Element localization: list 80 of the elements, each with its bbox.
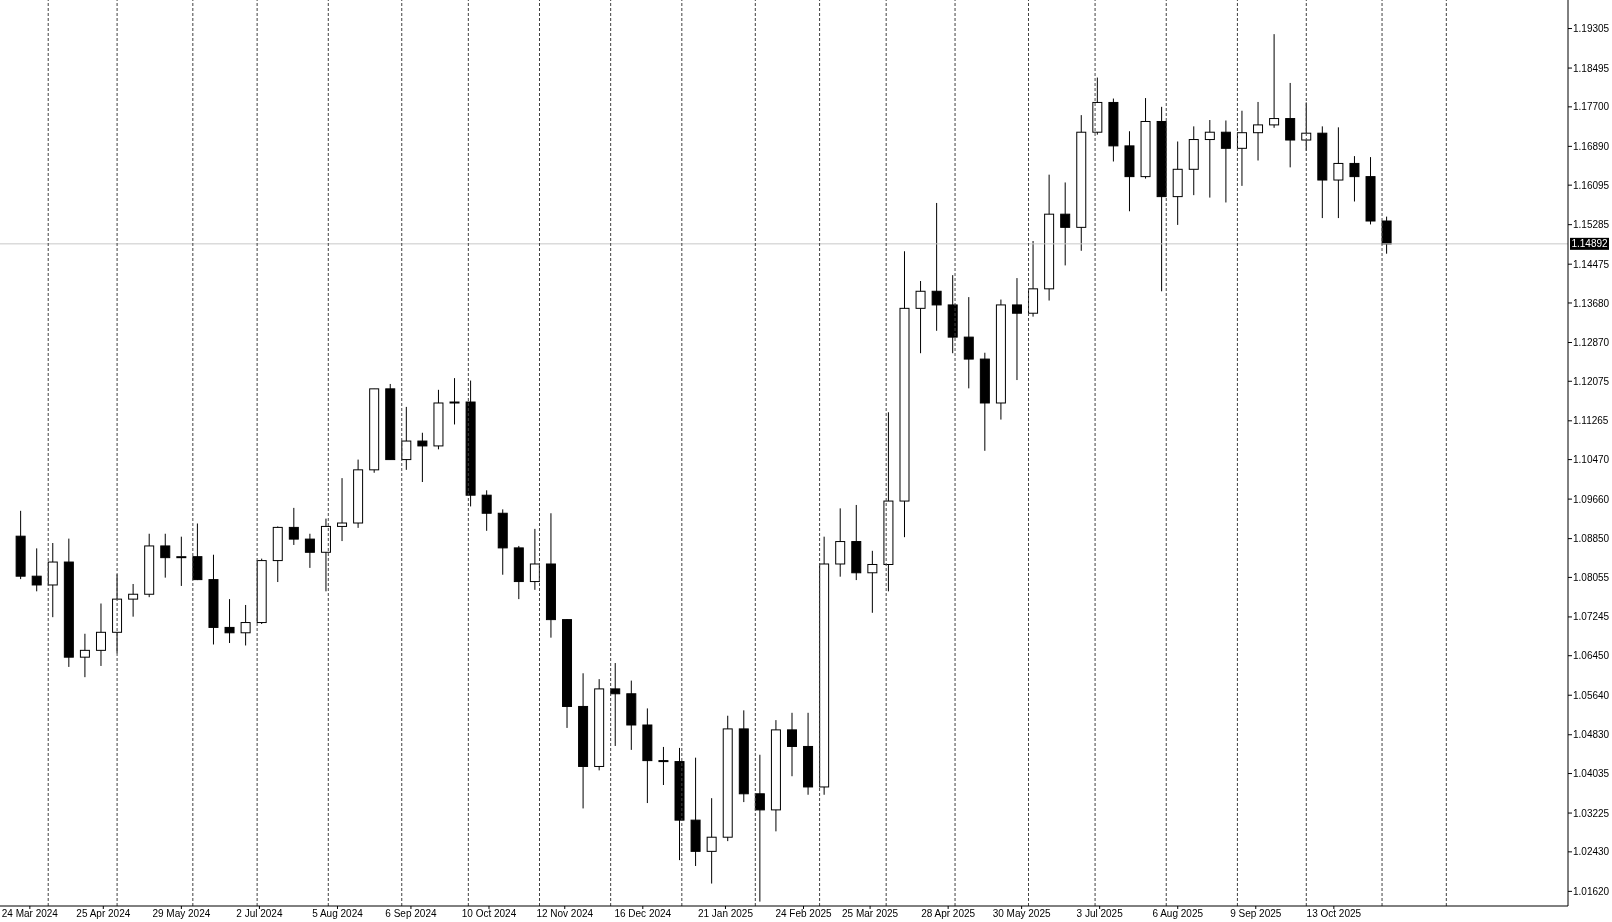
y-tick-label: 1.15285	[1573, 219, 1610, 231]
candlestick	[31, 547, 42, 592]
y-tick-label: 1.01620	[1573, 885, 1610, 897]
x-tick-label: 6 Sep 2024	[385, 908, 437, 920]
candlestick	[176, 536, 187, 587]
y-tick-label: 1.07245	[1573, 611, 1610, 623]
y-tick-label: 1.12870	[1573, 337, 1610, 349]
x-tick-label: 24 Feb 2025	[775, 908, 833, 920]
candlestick	[47, 542, 58, 618]
y-tick-label: 1.09660	[1573, 493, 1610, 505]
x-tick-label: 5 Aug 2024	[312, 908, 364, 920]
y-tick-label: 1.19305	[1573, 23, 1610, 35]
y-tick-label: 1.06450	[1573, 650, 1610, 662]
candlestick	[963, 296, 974, 389]
candlestick	[754, 754, 765, 903]
x-tick-label: 16 Dec 2024	[614, 908, 672, 920]
candlestick	[1333, 126, 1344, 219]
candlestick	[931, 202, 942, 332]
x-tick-label: 21 Jan 2025	[697, 908, 754, 920]
candlestick	[835, 507, 846, 578]
candlestick	[1236, 110, 1247, 187]
candlestick	[95, 603, 106, 667]
candlestick	[288, 507, 299, 546]
y-tick-label: 1.08850	[1573, 533, 1610, 545]
candlestick	[529, 528, 540, 591]
candlestick	[706, 797, 717, 885]
candlestick	[192, 523, 203, 581]
x-tick-label: 29 May 2024	[152, 908, 211, 920]
x-tick-label: 3 Jul 2025	[1076, 908, 1124, 920]
x-tick-label: 2 Jul 2024	[236, 908, 283, 920]
y-tick-label: 1.10470	[1573, 454, 1610, 466]
y-tick-label: 1.16095	[1573, 179, 1610, 191]
y-tick-label: 1.02430	[1573, 846, 1610, 858]
y-tick-label: 1.03225	[1573, 807, 1610, 819]
candlestick	[160, 533, 171, 579]
candlestick	[481, 489, 492, 532]
candlestick	[337, 477, 348, 542]
candlestick	[610, 662, 621, 747]
candlestick	[240, 604, 251, 646]
candlestick	[1011, 277, 1022, 381]
candlestick	[401, 406, 412, 471]
y-tick-label: 1.08055	[1573, 571, 1610, 583]
candlestick	[1381, 216, 1392, 255]
candlestick	[1349, 155, 1360, 202]
y-tick-label: 1.17700	[1573, 101, 1610, 113]
y-tick-label: 1.12075	[1573, 375, 1610, 387]
x-tick-label: 9 Sep 2025	[1230, 908, 1282, 920]
y-tick-label: 1.05640	[1573, 689, 1610, 701]
candlestick	[1253, 101, 1264, 162]
x-tick-label: 13 Oct 2025	[1306, 908, 1362, 920]
candlestick	[1285, 82, 1296, 168]
y-tick-label: 1.14475	[1573, 258, 1610, 270]
candlestick	[787, 712, 797, 777]
y-tick-label: 1.04830	[1573, 729, 1610, 741]
candlestick	[1269, 33, 1280, 129]
x-tick-label: 10 Oct 2024	[461, 908, 517, 920]
x-tick-label: 6 Aug 2025	[1152, 908, 1204, 920]
candlestick	[304, 533, 315, 569]
candlestick	[658, 746, 669, 786]
y-tick-label: 1.04035	[1573, 768, 1610, 780]
x-tick-label: 30 May 2025	[992, 908, 1051, 920]
candlestick	[128, 583, 139, 618]
y-tick-label: 1.16890	[1573, 140, 1610, 152]
candlestick	[417, 432, 428, 483]
y-tick-label: 1.13680	[1573, 297, 1610, 309]
candlestick	[224, 598, 235, 644]
candlestick	[1204, 119, 1215, 199]
candlestick	[79, 633, 90, 678]
candlestick	[915, 280, 926, 354]
candlestick	[1060, 181, 1071, 266]
x-tick-label: 25 Apr 2024	[76, 908, 131, 920]
x-tick-label: 25 Mar 2025	[842, 908, 899, 920]
x-tick-label: 24 Mar 2024	[1, 908, 59, 920]
y-tick-label: 1.11265	[1573, 415, 1609, 427]
candlestick	[449, 377, 460, 425]
y-tick-label: 1.18495	[1573, 62, 1610, 74]
x-tick-label: 28 Apr 2025	[921, 908, 976, 920]
candlestick	[1220, 120, 1231, 203]
x-tick-label: 12 Nov 2024	[536, 908, 594, 920]
candlestick	[867, 550, 878, 614]
